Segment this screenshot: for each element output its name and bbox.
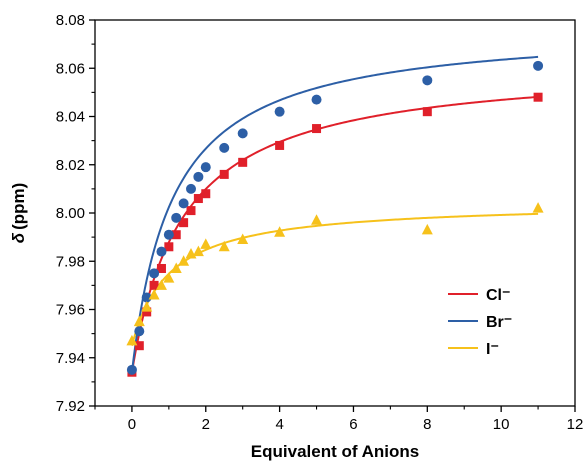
y-axis-symbol: δ	[9, 232, 28, 243]
data-point	[192, 245, 204, 257]
y-tick-label: 7.94	[56, 350, 85, 367]
data-point	[532, 202, 544, 213]
y-tick-label: 8.06	[56, 60, 85, 77]
x-tick-label: 2	[202, 416, 210, 433]
data-point	[126, 334, 138, 346]
data-point	[171, 212, 182, 223]
data-point	[178, 255, 190, 266]
data-point	[274, 106, 285, 117]
data-point	[237, 233, 249, 245]
y-tick-label: 7.98	[56, 253, 85, 270]
data-point	[237, 128, 248, 139]
data-point	[148, 289, 160, 300]
data-point	[141, 292, 152, 303]
data-point	[200, 238, 212, 249]
data-point	[134, 341, 144, 351]
legend-label: Cl⁻	[486, 287, 510, 304]
data-point	[312, 124, 322, 134]
x-tick-label: 4	[275, 416, 283, 433]
data-point	[422, 75, 433, 86]
y-axis-title: δ (ppm)	[9, 183, 28, 244]
data-point	[178, 198, 189, 209]
data-point	[142, 307, 152, 317]
data-point	[156, 263, 166, 273]
y-tick-label: 8.04	[56, 109, 85, 126]
fit-curve	[130, 212, 539, 346]
data-point	[155, 279, 167, 290]
data-point	[149, 268, 160, 279]
data-point	[163, 272, 175, 283]
ticks: 0 2 4 6 8 10 12 7.92 7.94 7.96 7.98 8.00 8.02 8.04 8.0…	[56, 12, 584, 433]
data-point	[219, 169, 229, 179]
x-tick-label: 8	[423, 416, 431, 433]
y-tick-label: 8.00	[56, 205, 85, 222]
fit-curve	[130, 55, 539, 373]
data-point	[311, 214, 323, 225]
data-point	[163, 229, 174, 240]
data-point	[421, 223, 433, 235]
legend-label: Br⁻	[486, 314, 512, 331]
x-tick-label: 10	[493, 416, 510, 433]
data-point	[533, 92, 543, 102]
data-markers	[126, 60, 544, 377]
x-tick-label: 12	[567, 416, 584, 433]
x-tick-label: 6	[349, 416, 357, 433]
data-point	[141, 301, 153, 312]
data-point	[275, 140, 285, 150]
data-point	[186, 206, 196, 216]
legend: Cl⁻ Br⁻ I⁻	[448, 287, 512, 358]
data-point	[201, 189, 211, 199]
data-point	[200, 162, 211, 173]
data-point	[274, 226, 286, 237]
data-point	[156, 246, 167, 257]
data-point	[134, 326, 145, 337]
data-point	[218, 240, 230, 252]
data-point	[238, 157, 248, 167]
data-point	[533, 60, 544, 71]
data-point	[179, 218, 189, 228]
data-point	[311, 94, 322, 105]
data-point	[186, 183, 196, 194]
y-tick-label: 8.02	[56, 157, 85, 174]
y-tick-label: 7.96	[56, 302, 85, 319]
data-point	[171, 230, 181, 240]
y-tick-label: 8.08	[56, 12, 85, 29]
data-point	[219, 142, 230, 153]
data-point	[126, 364, 137, 375]
data-point	[422, 107, 432, 117]
legend-label: I⁻	[486, 341, 499, 358]
data-point	[133, 315, 145, 327]
data-point	[164, 242, 174, 252]
data-point	[149, 280, 159, 290]
x-axis-title: Equivalent of Anions	[251, 442, 419, 461]
data-point	[170, 262, 182, 273]
x-tick-label: 0	[128, 416, 136, 433]
fit-curve	[130, 95, 539, 373]
data-point	[193, 194, 203, 204]
y-tick-label: 7.92	[56, 398, 85, 415]
data-point	[193, 171, 204, 182]
y-axis-unit: (ppm)	[9, 183, 28, 230]
